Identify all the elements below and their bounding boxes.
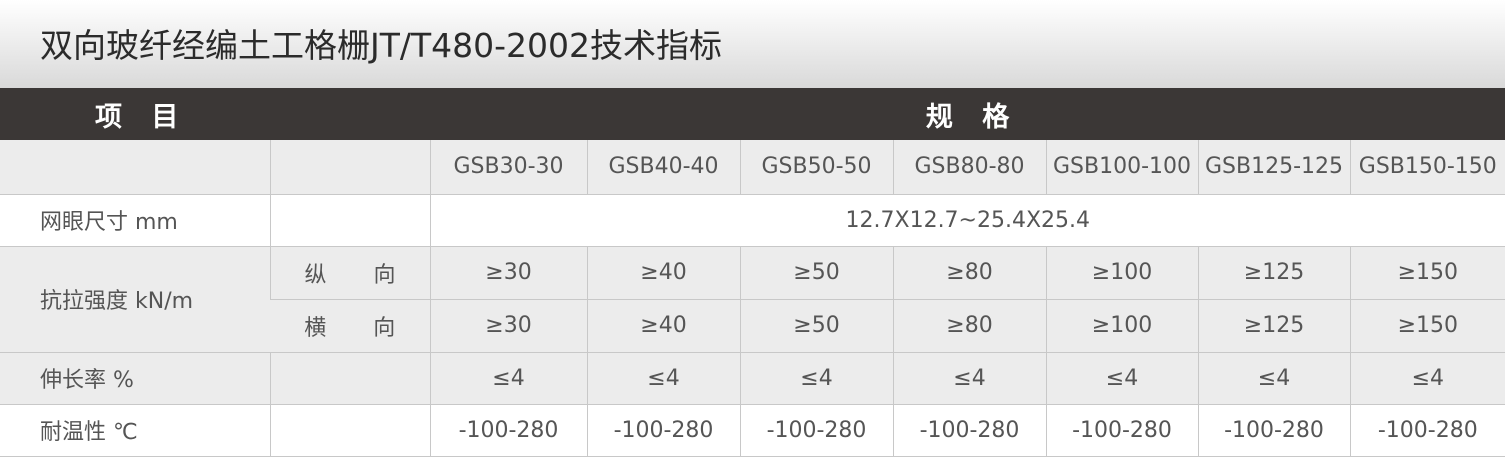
elongation-value: ≤4	[1045, 352, 1198, 405]
table-row: 伸长率 % ≤4 ≤4 ≤4 ≤4 ≤4 ≤4 ≤4	[0, 352, 1505, 405]
temperature-value: -100-280	[1045, 404, 1198, 457]
spec-name: GSB125-125	[1197, 140, 1350, 195]
temperature-value: -100-280	[739, 404, 893, 457]
header-item: 项 目	[0, 88, 430, 140]
strength-value: ≥80	[892, 299, 1046, 353]
row-label: 网眼尺寸 mm	[0, 194, 270, 247]
page-title: 双向玻纤经编土工格栅JT/T480-2002技术指标	[0, 0, 1505, 88]
cell	[269, 404, 430, 457]
table-row: GSB30-30 GSB40-40 GSB50-50 GSB80-80 GSB100-1…	[0, 140, 1505, 195]
strength-value: ≥100	[1045, 299, 1198, 353]
table-row: 网眼尺寸 mm 12.7X12.7~25.4X25.4	[0, 194, 1505, 247]
strength-value: ≥125	[1197, 246, 1350, 300]
spec-table: 项 目规 格 GSB30-30 GSB40-40 GSB50-50 GSB80-80 GS…	[0, 88, 1505, 457]
elongation-value: ≤4	[739, 352, 893, 405]
header-spec: 规 格	[430, 88, 1505, 140]
strength-value: ≥150	[1349, 246, 1505, 300]
spec-name: GSB150-150	[1349, 140, 1505, 195]
strength-value: ≥30	[429, 246, 587, 300]
cell	[269, 140, 430, 195]
elongation-value: ≤4	[429, 352, 587, 405]
temperature-value: -100-280	[1197, 404, 1350, 457]
table-row: 项 目规 格	[0, 88, 1505, 140]
table-row: 抗拉强度 kN/m 纵 向 ≥30 ≥40 ≥50 ≥80 ≥100 ≥125 ≥150	[0, 246, 1505, 353]
row-label: 抗拉强度 kN/m	[0, 246, 270, 353]
cell	[269, 194, 430, 247]
elongation-value: ≤4	[586, 352, 740, 405]
strength-value: ≥50	[739, 246, 893, 300]
cell	[0, 140, 270, 195]
mesh-value: 12.7X12.7~25.4X25.4	[429, 194, 1505, 247]
spec-name: GSB80-80	[892, 140, 1046, 195]
table-row: 耐温性 ℃ -100-280 -100-280 -100-280 -100-280 -10…	[0, 404, 1505, 457]
strength-value: ≥100	[1045, 246, 1198, 300]
temperature-value: -100-280	[586, 404, 740, 457]
spec-name: GSB100-100	[1045, 140, 1198, 195]
direction-label: 纵 向	[269, 246, 430, 300]
spec-name: GSB40-40	[586, 140, 740, 195]
elongation-value: ≤4	[1197, 352, 1350, 405]
elongation-value: ≤4	[892, 352, 1046, 405]
row-label: 耐温性 ℃	[0, 404, 270, 457]
strength-value: ≥50	[739, 299, 893, 353]
direction-label: 横 向	[270, 299, 430, 353]
elongation-value: ≤4	[1349, 352, 1505, 405]
spec-name: GSB30-30	[429, 140, 587, 195]
cell	[269, 352, 430, 405]
strength-value: ≥40	[586, 299, 740, 353]
strength-value: ≥40	[586, 246, 740, 300]
strength-value: ≥30	[429, 299, 587, 353]
strength-value: ≥150	[1349, 299, 1505, 353]
row-label: 伸长率 %	[0, 352, 270, 405]
strength-value: ≥80	[892, 246, 1046, 300]
temperature-value: -100-280	[892, 404, 1046, 457]
table-row: 横 向 ≥30 ≥40 ≥50 ≥80 ≥100 ≥125 ≥150	[0, 299, 1505, 353]
temperature-value: -100-280	[1349, 404, 1505, 457]
temperature-value: -100-280	[429, 404, 587, 457]
strength-value: ≥125	[1197, 299, 1350, 353]
spec-name: GSB50-50	[739, 140, 893, 195]
